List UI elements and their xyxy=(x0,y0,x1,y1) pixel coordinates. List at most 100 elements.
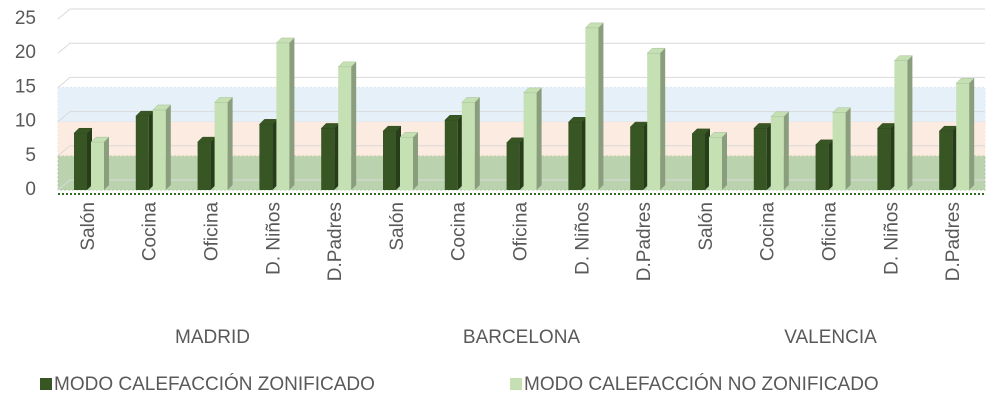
bar xyxy=(584,22,605,191)
bar xyxy=(831,107,852,190)
bar-front xyxy=(506,142,520,190)
x-tick-label: Salón xyxy=(78,202,99,251)
bar xyxy=(135,110,155,190)
legend-label: MODO CALEFACCIÓN NO ZONIFICADO xyxy=(524,373,879,395)
x-tick-label: Oficina xyxy=(202,202,223,262)
bar-front xyxy=(523,92,537,190)
bar-side xyxy=(227,97,233,190)
bar-front xyxy=(276,42,290,190)
bar-front xyxy=(753,128,767,190)
y-tick-label: 5 xyxy=(25,145,36,166)
x-tick-label: D.Padres xyxy=(325,202,346,281)
legend-label: MODO CALEFACCIÓN ZONIFICADO xyxy=(54,373,375,395)
bar-side xyxy=(766,123,772,190)
x-tick-label: Cocina xyxy=(758,202,779,262)
bar-side xyxy=(334,123,340,190)
bar xyxy=(73,127,93,190)
bar xyxy=(646,47,666,191)
x-tick-label: D. Niños xyxy=(881,202,902,275)
bar-front xyxy=(956,83,970,190)
group-label: MADRID xyxy=(175,327,250,348)
bar-front xyxy=(630,127,644,190)
bar-front xyxy=(135,116,149,190)
bar-side xyxy=(289,37,295,190)
bar-side xyxy=(598,22,604,191)
x-tick-label: D. Niños xyxy=(572,202,593,275)
bar-front xyxy=(692,133,705,190)
bar-front xyxy=(939,131,953,190)
bar-front xyxy=(259,124,273,190)
bar-front xyxy=(877,128,891,190)
bar-side xyxy=(783,111,789,190)
bar-side xyxy=(643,122,649,190)
bar-side xyxy=(845,107,851,190)
bar-front xyxy=(815,144,829,190)
bar xyxy=(567,117,588,190)
bar xyxy=(505,137,526,190)
bar xyxy=(814,139,835,190)
bar-front xyxy=(647,53,661,191)
grid-line xyxy=(57,111,985,122)
bar-front xyxy=(74,133,87,190)
bar xyxy=(399,132,419,190)
bar-front xyxy=(338,66,352,190)
bar-front xyxy=(709,137,722,190)
bar xyxy=(938,125,958,190)
bar-front xyxy=(152,109,166,190)
bar xyxy=(213,97,234,190)
x-tick-label: Oficina xyxy=(820,202,841,262)
x-tick-label: D.Padres xyxy=(943,202,964,281)
bar xyxy=(320,123,340,190)
bar-side xyxy=(413,132,418,190)
bar-front xyxy=(585,27,599,191)
bar-side xyxy=(705,128,710,190)
bar-side xyxy=(396,126,401,190)
bar-front xyxy=(91,142,104,190)
grid-line xyxy=(57,145,985,157)
y-tick-label: 20 xyxy=(15,42,36,63)
bar-front xyxy=(197,142,211,190)
bar-side xyxy=(581,117,587,190)
bar xyxy=(629,121,649,190)
group-label: VALENCIA xyxy=(784,327,877,348)
bar-side xyxy=(474,97,480,190)
bar-side xyxy=(104,137,109,190)
bar-side xyxy=(722,132,727,190)
grid-line xyxy=(57,179,985,191)
bar xyxy=(955,78,975,190)
grid-line xyxy=(57,76,985,88)
x-tick-label: Cocina xyxy=(449,202,470,262)
legend-swatch xyxy=(510,378,522,390)
bar-front xyxy=(894,60,908,190)
bar-side xyxy=(890,123,896,190)
bar xyxy=(753,123,773,190)
y-tick-label: 0 xyxy=(25,179,36,200)
bar-side xyxy=(87,128,92,190)
bar xyxy=(708,132,728,190)
x-tick-label: Cocina xyxy=(140,202,161,262)
bar-front xyxy=(214,102,228,190)
bar xyxy=(893,55,914,190)
x-tick-label: Salón xyxy=(387,202,408,251)
bar xyxy=(196,136,217,190)
grid-line xyxy=(57,42,985,54)
x-tick-label: D. Niños xyxy=(263,202,284,275)
bar-side xyxy=(272,119,278,190)
bar xyxy=(275,37,296,190)
bar xyxy=(90,136,110,190)
bar xyxy=(444,114,464,190)
bar-side xyxy=(351,61,357,190)
group-label: BARCELONA xyxy=(463,327,581,348)
bar-side xyxy=(907,55,913,190)
legend-swatch xyxy=(40,378,52,390)
bar-front xyxy=(383,131,396,190)
bar xyxy=(876,123,897,190)
grid-line xyxy=(57,8,985,20)
bar-side xyxy=(165,104,171,190)
y-tick-label: 15 xyxy=(15,76,36,97)
y-tick-label: 25 xyxy=(15,8,36,29)
bar-side xyxy=(148,111,154,190)
x-tick-label: Salón xyxy=(696,202,717,251)
bar-front xyxy=(568,122,582,190)
